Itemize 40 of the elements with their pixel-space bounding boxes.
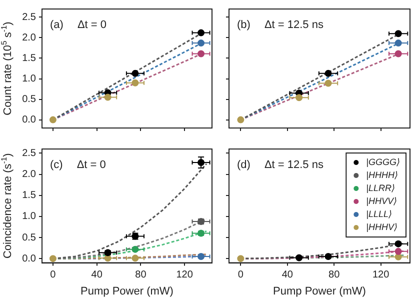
y-tick-label: 1.5	[22, 190, 36, 202]
x-tick-label: 40	[91, 270, 103, 281]
y-tick-label: 0.0	[22, 114, 36, 126]
legend-label: |LLLL⟩	[366, 209, 392, 219]
annotation: Δt = 0	[76, 159, 106, 172]
annotation: (c)	[50, 159, 63, 172]
x-tick-label: 40	[282, 270, 294, 281]
x-tick-label: 80	[135, 270, 147, 281]
annotation: Δt = 12.5 ns	[264, 19, 324, 32]
y-tick-label: 2.0	[22, 169, 36, 180]
y-tick-label: 1.0	[22, 74, 36, 85]
x-axis-title: Pump Power (mW)	[80, 285, 174, 298]
annotation: (b)	[237, 19, 250, 32]
x-tick-label: 120	[372, 270, 390, 281]
annotation: Δt = 12.5 ns	[264, 159, 324, 172]
legend-label: |HHHV⟩	[366, 222, 398, 232]
annotation: (d)	[237, 159, 250, 172]
y-tick-label: 1.0	[22, 211, 36, 222]
y-tick-label: 0.5	[22, 232, 36, 244]
x-tick-label: 0	[238, 270, 244, 281]
x-tick-label: 0	[50, 270, 56, 281]
legend-label: |HHVV⟩	[366, 196, 398, 206]
y-tick-label: 0.0	[22, 253, 36, 264]
point	[237, 116, 244, 124]
y-tick-label: 0.5	[22, 94, 36, 106]
x-tick-label: 80	[328, 270, 340, 281]
annotation: Δt = 0	[77, 19, 107, 32]
y-tick-label: 1.5	[22, 52, 36, 64]
y-tick-label: 2.0	[22, 32, 36, 44]
legend-label: |GGGG⟩	[366, 157, 400, 167]
legend-label: |LLRR⟩	[366, 183, 396, 193]
point	[49, 255, 56, 262]
point	[49, 116, 56, 124]
point	[237, 255, 244, 262]
annotation: (a)	[50, 19, 64, 32]
y-tick-label: 2.5	[22, 12, 36, 23]
legend-label: |HHHH⟩	[366, 170, 398, 180]
y-tick-label: 2.5	[22, 148, 36, 159]
x-axis-title: Pump Power (mW)	[273, 285, 366, 298]
x-tick-label: 120	[176, 270, 194, 281]
